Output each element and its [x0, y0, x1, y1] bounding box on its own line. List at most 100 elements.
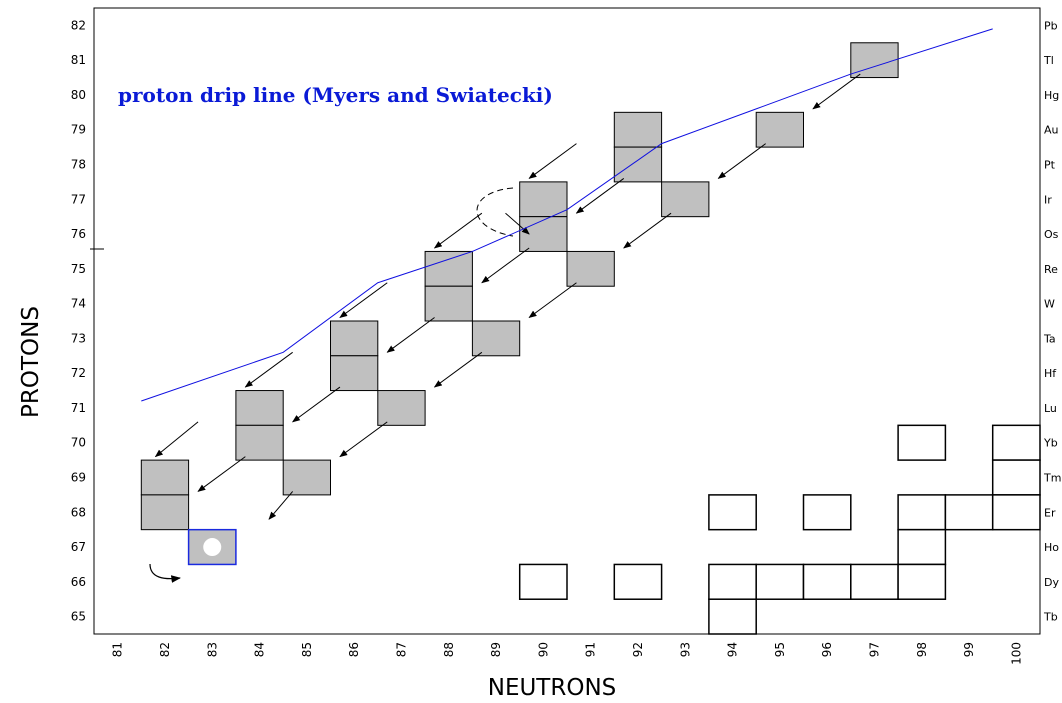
y-tick-label: 69 [71, 471, 86, 485]
special-nucleus-layer [187, 528, 237, 566]
drip-line-annotation: proton drip line (Myers and Swiatecki) [118, 83, 553, 107]
proton-emitter-cell [282, 459, 332, 496]
x-tick-label: 83 [205, 642, 219, 657]
y-tick-label: 76 [71, 227, 86, 241]
proton-emitter-cell [140, 494, 190, 531]
y-tick-label: 73 [71, 331, 86, 345]
x-tick-label: 81 [111, 642, 125, 657]
element-symbol-label: Re [1044, 263, 1058, 276]
y-tick-label: 75 [71, 262, 86, 276]
proton-emitter-cell [613, 111, 663, 148]
decay-arrow [244, 351, 293, 388]
known-nuclei-layer [518, 424, 1041, 635]
x-axis-title: NEUTRONS [488, 675, 617, 701]
known-nucleus-cell [755, 563, 805, 600]
element-symbol-label: Pb [1044, 19, 1058, 32]
known-nucleus-cell [991, 424, 1041, 461]
x-tick-labels: 81 82 83 84 85 86 87 88 89 90 91 92 93 94 95 96 97 98 99 10… [111, 642, 1024, 665]
decay-arrow [433, 212, 483, 249]
element-symbol-label: Ta [1043, 332, 1056, 345]
x-tick-label: 98 [915, 642, 929, 657]
proton-emitter-cell [424, 250, 473, 287]
x-tick-label: 100 [1009, 642, 1023, 665]
element-symbol-label: Hf [1044, 367, 1057, 380]
known-nucleus-cell [991, 459, 1041, 496]
curved-decay-arrow [149, 563, 181, 583]
proton-emitter-cell [661, 181, 710, 218]
proton-emitter-cell [424, 285, 473, 322]
element-symbol-label: Ir [1044, 193, 1052, 206]
proton-emitter-cell [519, 181, 568, 218]
y-tick-label: 68 [71, 505, 86, 519]
decay-arrow [386, 317, 435, 353]
x-tick-label: 93 [678, 642, 692, 657]
y-tick-label: 81 [71, 53, 86, 67]
known-nucleus-cell [897, 494, 947, 531]
proton-emitter-cell [330, 320, 379, 357]
decay-arrow [528, 282, 577, 318]
dashed-decay-loop [476, 187, 514, 237]
x-tick-label: 90 [536, 642, 550, 657]
x-tick-label: 92 [631, 642, 645, 657]
proton-emitter-cell [613, 146, 663, 183]
decay-arrow [505, 212, 530, 235]
decay-arrow [528, 143, 577, 179]
y-axis-title: PROTONS [18, 306, 44, 418]
element-labels: Pb Tl Hg Au Pt Ir Os Re W Ta Hf Lu Yb Tm Er Ho Dy Tb [1043, 19, 1061, 623]
plot-frame [93, 7, 1041, 635]
element-symbol-label: Lu [1044, 402, 1057, 415]
x-tick-label: 88 [442, 642, 456, 657]
decay-arrow [268, 491, 294, 520]
known-nucleus-cell [518, 563, 568, 600]
decay-arrow [339, 282, 388, 318]
element-symbol-label: Er [1044, 506, 1056, 519]
y-tick-label: 78 [71, 158, 86, 172]
y-tick-label: 71 [71, 401, 86, 415]
element-symbol-label: Au [1044, 124, 1059, 137]
proton-emitter-cell [377, 390, 426, 426]
y-tick-label: 77 [71, 192, 86, 206]
decay-arrow [292, 386, 341, 423]
element-symbol-label: W [1044, 298, 1055, 311]
x-tick-label: 87 [394, 642, 408, 657]
decay-arrow [575, 178, 625, 214]
decay-arrow [481, 247, 530, 284]
element-symbol-label: Pt [1044, 159, 1056, 172]
x-tick-label: 95 [773, 642, 787, 657]
x-tick-label: 82 [158, 642, 172, 657]
x-tick-label: 94 [726, 642, 740, 657]
known-nucleus-cell [802, 563, 852, 600]
known-nucleus-cell [897, 528, 947, 566]
known-nucleus-cell [991, 494, 1041, 531]
element-symbol-label: Yb [1043, 437, 1058, 450]
decay-arrow [339, 421, 388, 458]
x-tick-label: 91 [584, 642, 598, 657]
proton-emitter-cell [235, 390, 284, 426]
y-tick-label: 67 [71, 540, 86, 554]
known-nucleus-cell [613, 563, 663, 600]
proton-emitter-cell [566, 250, 615, 287]
proton-emitters-layer [140, 42, 899, 531]
proton-emitter-cell [330, 355, 379, 392]
known-nucleus-cell [708, 494, 757, 531]
x-tick-label: 99 [962, 642, 976, 657]
y-tick-label: 72 [71, 366, 86, 380]
element-symbol-label: Hg [1044, 89, 1059, 102]
x-tick-label: 97 [867, 642, 881, 657]
decay-arrow [433, 351, 483, 388]
x-tick-label: 86 [347, 642, 361, 657]
drip-line [141, 28, 993, 402]
decay-arrows-layer [154, 73, 861, 520]
known-nucleus-cell [708, 598, 757, 635]
y-tick-label: 65 [71, 610, 86, 624]
element-symbol-label: Tm [1043, 472, 1061, 485]
known-nucleus-cell [897, 424, 947, 461]
known-nucleus-cell [850, 563, 899, 600]
y-tick-label: 82 [71, 18, 86, 32]
element-symbol-label: Ho [1044, 541, 1059, 554]
proton-emitter-cell [755, 111, 805, 148]
element-symbol-label: Tl [1043, 54, 1054, 67]
proton-emitter-cell [140, 459, 190, 496]
y-tick-label: 80 [71, 88, 86, 102]
y-tick-label: 66 [71, 575, 86, 589]
